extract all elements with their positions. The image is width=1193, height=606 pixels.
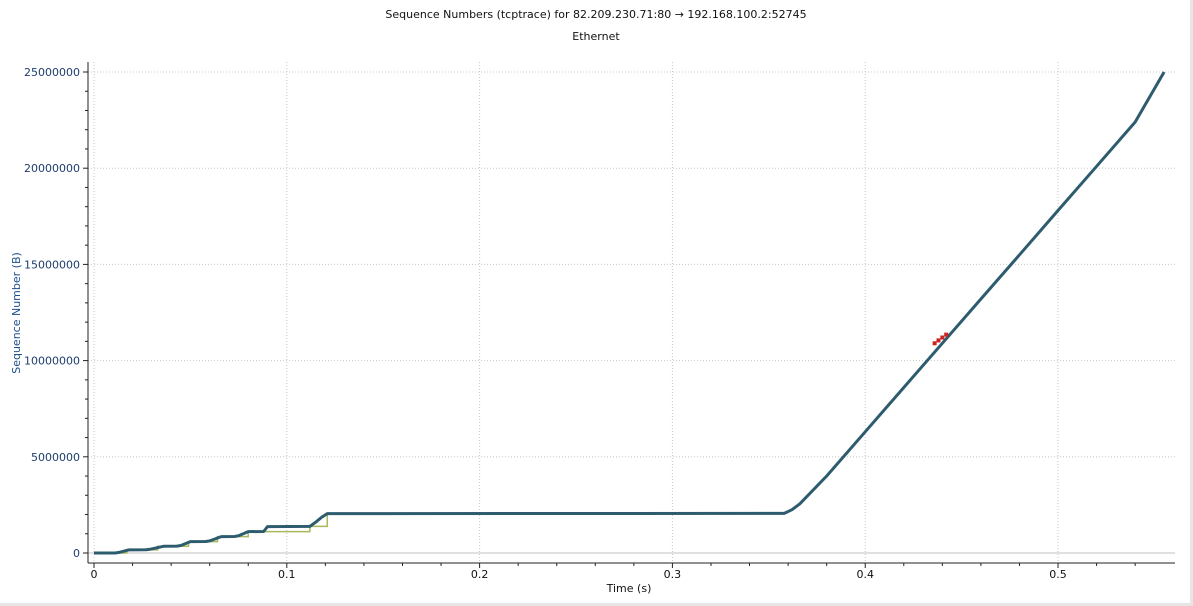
data-segment-line [94, 71, 1166, 555]
axes: 0 0.1 0.2 0.3 0.4 0.5 0 5000000 10000000 15000000… [24, 62, 1175, 581]
x-tick-label: 0.4 [856, 568, 874, 581]
chart-title: Sequence Numbers (tcptrace) for 82.209.2… [385, 8, 806, 21]
y-tick-label: 0 [73, 547, 80, 560]
x-tick-label: 0.5 [1049, 568, 1067, 581]
chart-subtitle: Ethernet [572, 30, 620, 43]
retransmission-point [936, 338, 941, 343]
x-axis-label: Time (s) [606, 582, 652, 595]
retransmission-point [944, 332, 949, 337]
y-tick-label: 5000000 [31, 451, 80, 464]
retransmission-point [932, 341, 937, 346]
y-tick-label: 25000000 [24, 66, 80, 79]
x-tick-label: 0.1 [278, 568, 296, 581]
x-tick-label: 0.2 [471, 568, 489, 581]
x-tick-label: 0 [91, 568, 98, 581]
y-axis-label: Sequence Number (B) [10, 252, 23, 374]
x-tick-label: 0.3 [664, 568, 682, 581]
y-tick-label: 15000000 [24, 258, 80, 271]
y-tick-label: 10000000 [24, 355, 80, 368]
y-tick-label: 20000000 [24, 162, 80, 175]
window-line [94, 512, 785, 554]
grid-lines [88, 62, 1175, 563]
retransmission-point [940, 335, 945, 340]
series-layer [94, 71, 1166, 555]
